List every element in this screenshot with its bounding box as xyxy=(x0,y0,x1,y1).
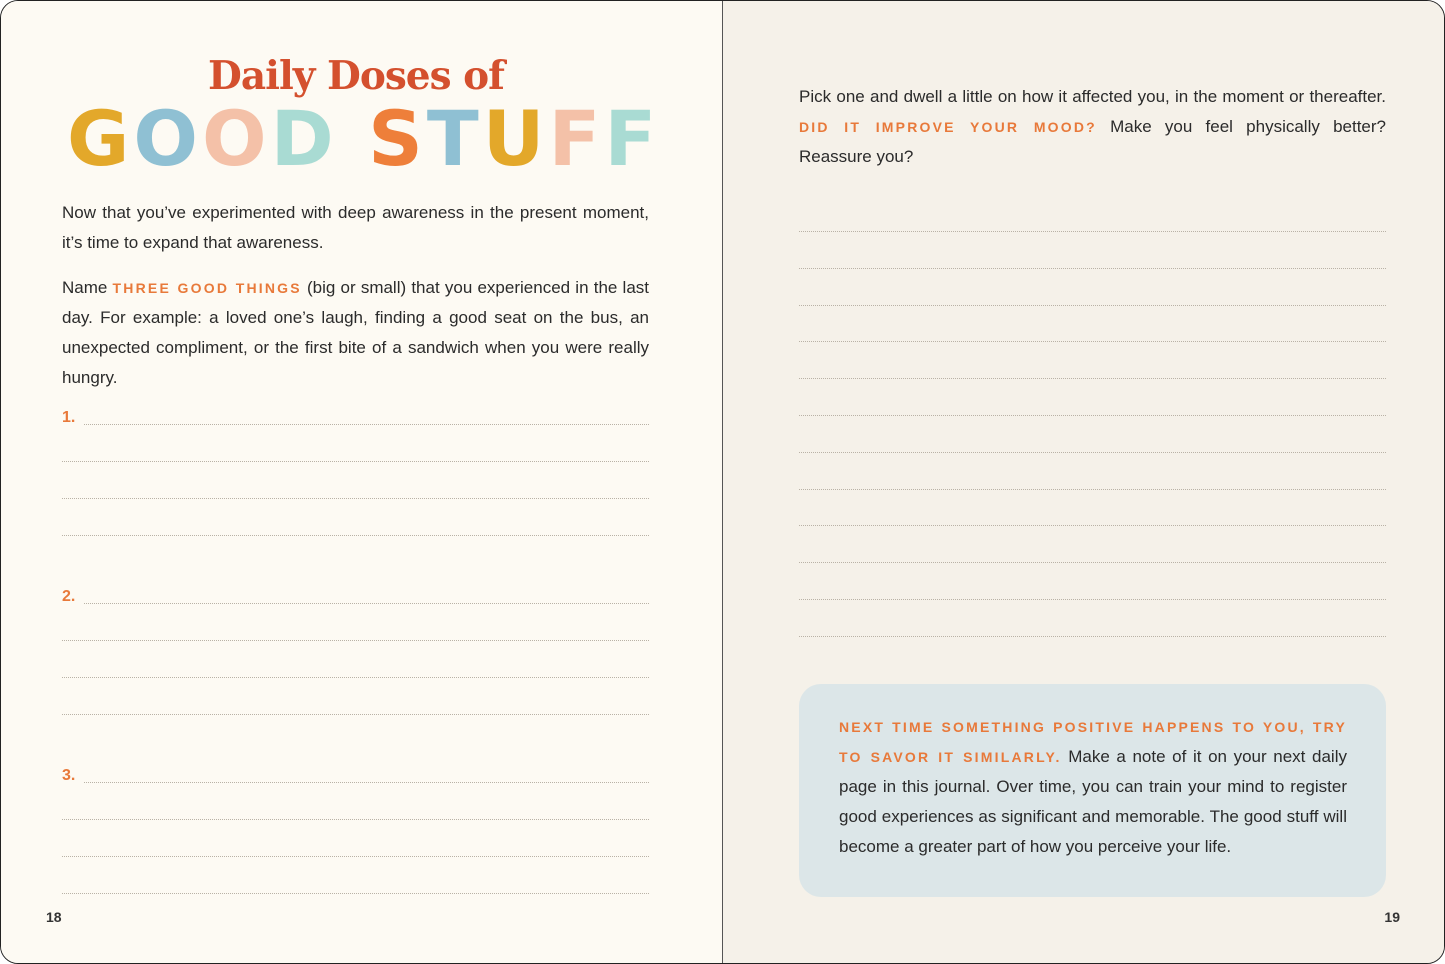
writing-line[interactable] xyxy=(62,677,649,678)
page-number-left: 18 xyxy=(46,909,62,925)
writing-line[interactable] xyxy=(84,424,649,425)
intro-text: Now that you’ve experimented with deep a… xyxy=(62,198,649,408)
writing-line[interactable] xyxy=(62,893,649,894)
writing-line[interactable] xyxy=(799,378,1386,380)
paragraph-reflection: Pick one and dwell a little on how it af… xyxy=(799,82,1386,172)
item-number-3: 3. xyxy=(62,767,76,784)
text: Make a note of it on your next daily pag… xyxy=(839,747,1347,856)
title-letter: O xyxy=(202,94,271,183)
title-letter: D xyxy=(270,94,338,183)
reflection-text: Pick one and dwell a little on how it af… xyxy=(799,82,1386,187)
writing-line[interactable] xyxy=(799,341,1386,343)
title-space xyxy=(338,99,368,179)
page-number-right: 19 xyxy=(1384,909,1400,925)
title-letter: S xyxy=(368,94,427,183)
writing-line[interactable] xyxy=(62,461,649,462)
writing-line[interactable] xyxy=(799,267,1386,269)
title-letter: O xyxy=(133,94,202,183)
writing-line[interactable] xyxy=(62,535,649,536)
right-page: Pick one and dwell a little on how it af… xyxy=(723,1,1444,963)
title-letter: U xyxy=(482,94,549,183)
writing-line[interactable] xyxy=(799,451,1386,453)
tip-box: NEXT TIME SOMETHING POSITIVE HAPPENS TO … xyxy=(799,684,1386,897)
writing-line[interactable] xyxy=(799,304,1386,306)
text: Name xyxy=(62,278,113,297)
text: Pick one and dwell a little on how it af… xyxy=(799,87,1386,106)
writing-line[interactable] xyxy=(799,231,1386,232)
paragraph-instructions: Name THREE GOOD THINGS (big or small) th… xyxy=(62,273,649,393)
title-daily-doses: Daily Doses of xyxy=(208,53,505,99)
title-letter: G xyxy=(67,94,134,183)
writing-line[interactable] xyxy=(84,782,649,783)
paragraph-intro: Now that you’ve experimented with deep a… xyxy=(62,203,649,252)
title-letter: F xyxy=(604,94,661,183)
writing-line[interactable] xyxy=(84,603,649,604)
writing-line[interactable] xyxy=(799,488,1386,490)
tip-highlight: NEXT TIME SOMETHING POSITIVE HAPPENS TO … xyxy=(839,719,1347,765)
writing-line[interactable] xyxy=(799,599,1386,600)
item-number-2: 2. xyxy=(62,588,76,605)
writing-line[interactable] xyxy=(62,498,649,499)
title-letter: F xyxy=(548,94,605,183)
tip-text: NEXT TIME SOMETHING POSITIVE HAPPENS TO … xyxy=(839,712,1347,862)
left-page: Daily Doses of GOOD STUFF Now that you’v… xyxy=(1,1,723,963)
item-number-1: 1. xyxy=(62,409,76,426)
writing-line[interactable] xyxy=(799,415,1386,416)
highlight-three-good-things: THREE GOOD THINGS xyxy=(112,280,302,296)
writing-line[interactable] xyxy=(799,562,1386,564)
writing-line[interactable] xyxy=(62,714,649,715)
writing-line[interactable] xyxy=(799,525,1386,527)
text: (big or small) that you experienced in t… xyxy=(62,278,649,387)
writing-line[interactable] xyxy=(799,635,1386,637)
title-good-stuff: GOOD STUFF xyxy=(67,99,660,179)
text: Make you feel physically better? Reassur… xyxy=(799,117,1387,166)
writing-line[interactable] xyxy=(62,640,649,641)
writing-line[interactable] xyxy=(62,856,649,857)
title-letter: T xyxy=(426,94,483,183)
writing-line[interactable] xyxy=(62,819,649,820)
highlight-mood: DID IT IMPROVE YOUR MOOD? xyxy=(799,119,1097,135)
